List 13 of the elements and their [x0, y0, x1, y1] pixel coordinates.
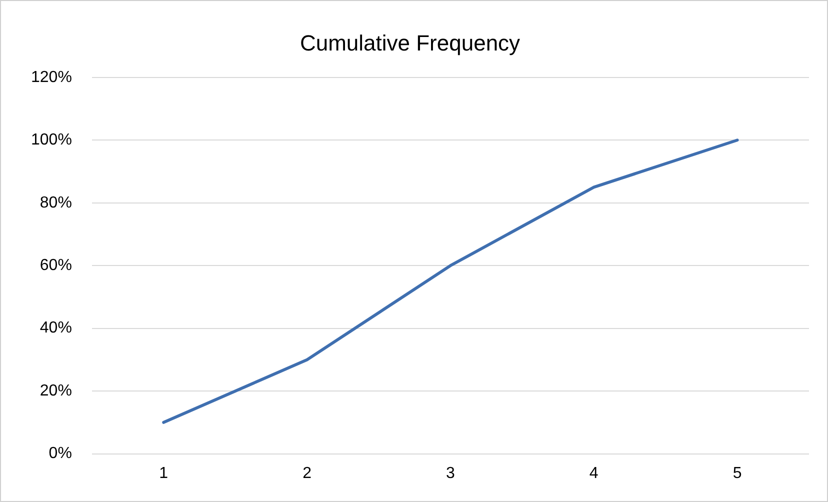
x-tick-label: 2	[302, 464, 312, 482]
y-tick-label: 0%	[48, 445, 72, 462]
x-tick-label: 3	[446, 464, 456, 482]
y-tick-label: 120%	[31, 68, 72, 86]
x-tick-label: 5	[732, 464, 742, 482]
x-tick-label: 1	[159, 464, 168, 482]
y-tick-label: 80%	[40, 194, 72, 212]
chart-title: Cumulative Frequency	[300, 30, 520, 56]
x-tick-label: 4	[589, 464, 598, 482]
y-tick-label: 20%	[40, 382, 72, 400]
y-tick-label: 60%	[40, 257, 72, 274]
y-tick-label: 40%	[40, 320, 72, 337]
y-tick-label: 100%	[31, 132, 72, 149]
